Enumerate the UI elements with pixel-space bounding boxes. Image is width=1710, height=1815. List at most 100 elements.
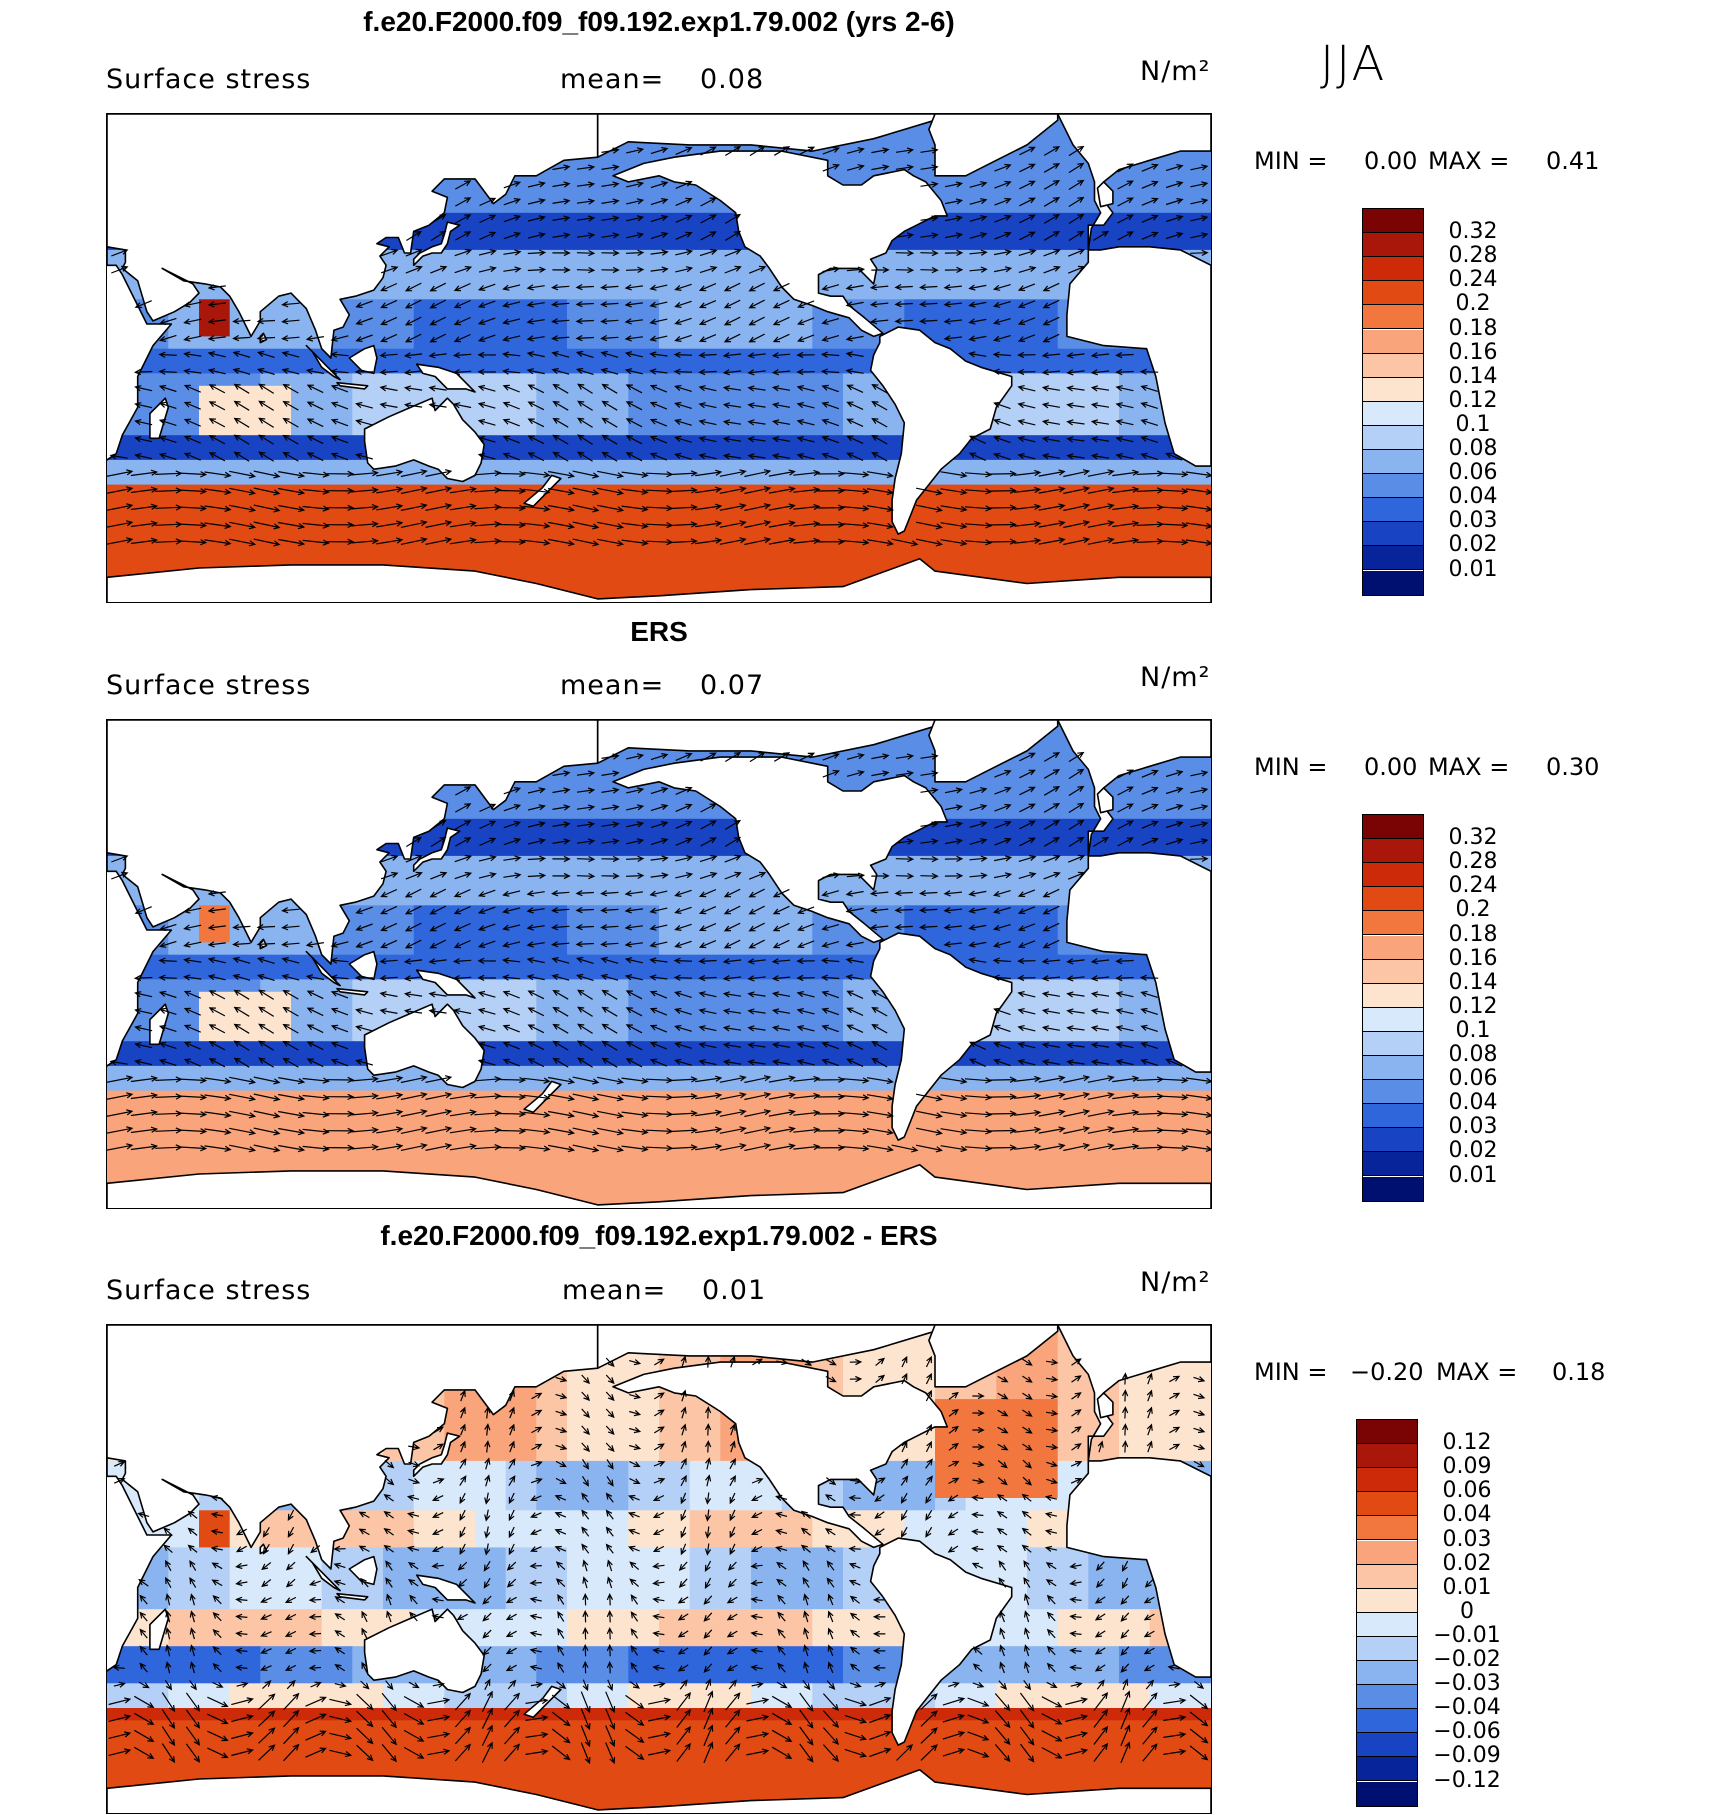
field-cell [567,188,599,202]
field-cell [321,1016,353,1030]
stress-vector [1090,453,1110,460]
field-cell [1119,806,1151,820]
field-cell [352,521,384,535]
stress-vector [744,1075,772,1084]
field-cell [597,880,629,894]
stress-vector [597,1127,625,1136]
stress-vector [1190,249,1209,257]
panel2-title: ERS [630,616,688,647]
coastline [523,1080,562,1114]
field-cell [904,893,936,906]
stress-vector [1090,436,1110,443]
stress-vector [453,922,471,932]
stress-vector [601,147,620,154]
field-cell [536,917,568,931]
stress-vector [429,333,447,343]
stress-vector [601,804,620,811]
stress-vector [454,248,473,257]
stress-vector [625,249,645,257]
stress-vector [915,1093,943,1102]
field-cell [1027,497,1059,510]
field-cell [689,459,721,473]
stress-vector [845,335,864,342]
field-cell [567,880,599,894]
stress-vector [600,318,619,325]
stress-vector [158,974,177,981]
stress-vector [601,872,620,880]
field-cell [291,546,323,560]
stress-vector [969,249,988,256]
field-cell [137,979,169,993]
stress-vector [698,957,717,965]
field-cell [567,1448,599,1462]
stress-vector [675,872,694,879]
stress-vector [1190,770,1209,777]
field-cell [1088,979,1120,993]
stress-vector [1014,503,1042,511]
field-cell [291,509,323,523]
stress-vector [1038,503,1066,511]
field-cell [291,1041,323,1055]
field-cell [751,546,783,560]
field-cell [904,274,936,288]
stress-vector [600,973,619,981]
field-cell [935,497,967,510]
field-cell [1057,558,1089,572]
stress-vector [1038,520,1066,528]
field-cell [781,546,813,560]
field-cell [720,917,752,931]
field-cell [873,905,905,919]
field-cell [965,546,997,560]
stress-vector [232,940,251,948]
field-cell [137,1152,169,1166]
stress-vector [793,1126,821,1134]
stress-vector [670,1093,698,1100]
field-cell [1149,769,1181,783]
stress-vector [1068,196,1085,208]
stress-vector [278,1144,306,1153]
stress-vector [306,1024,324,1034]
stress-vector [1017,940,1036,949]
colorbar-swatch [1363,257,1423,282]
field-cell [996,905,1028,919]
field-cell [689,361,721,375]
field-cell [659,1177,691,1191]
panel1-units: N/m² [1140,56,1211,87]
stress-vector [527,1058,545,1068]
field-cell [260,509,292,523]
stress-vector [601,181,620,188]
stress-vector [797,334,815,343]
stress-vector [577,989,593,1000]
stress-vector [793,1092,821,1100]
field-cell [689,893,721,906]
stress-vector [1063,1075,1091,1084]
stress-vector [179,1145,208,1152]
field-cell [567,1411,599,1425]
field-cell [1119,398,1151,412]
stress-vector [699,248,718,257]
stress-vector [940,1094,968,1102]
field-cell [689,336,721,350]
field-cell [965,188,997,202]
stress-vector [894,300,913,308]
field-cell [812,558,844,572]
stress-vector [968,941,987,948]
stress-vector [817,1127,846,1134]
stress-vector [576,855,596,863]
field-cell [444,1115,476,1129]
field-cell [168,422,200,436]
stress-vector [796,351,815,359]
stress-vector [869,907,889,914]
stress-vector [1190,821,1209,828]
field-cell [352,917,384,931]
stress-vector [821,384,839,393]
stress-vector [551,335,570,342]
field-cell [1027,1374,1059,1388]
field-cell [873,1349,905,1363]
colorbar-level-label: 0.04 [1448,1090,1498,1116]
field-cell [843,757,875,771]
stress-vector [281,318,300,325]
field-cell [475,1065,507,1079]
stress-vector [1038,1109,1066,1117]
field-cell [812,1078,844,1092]
